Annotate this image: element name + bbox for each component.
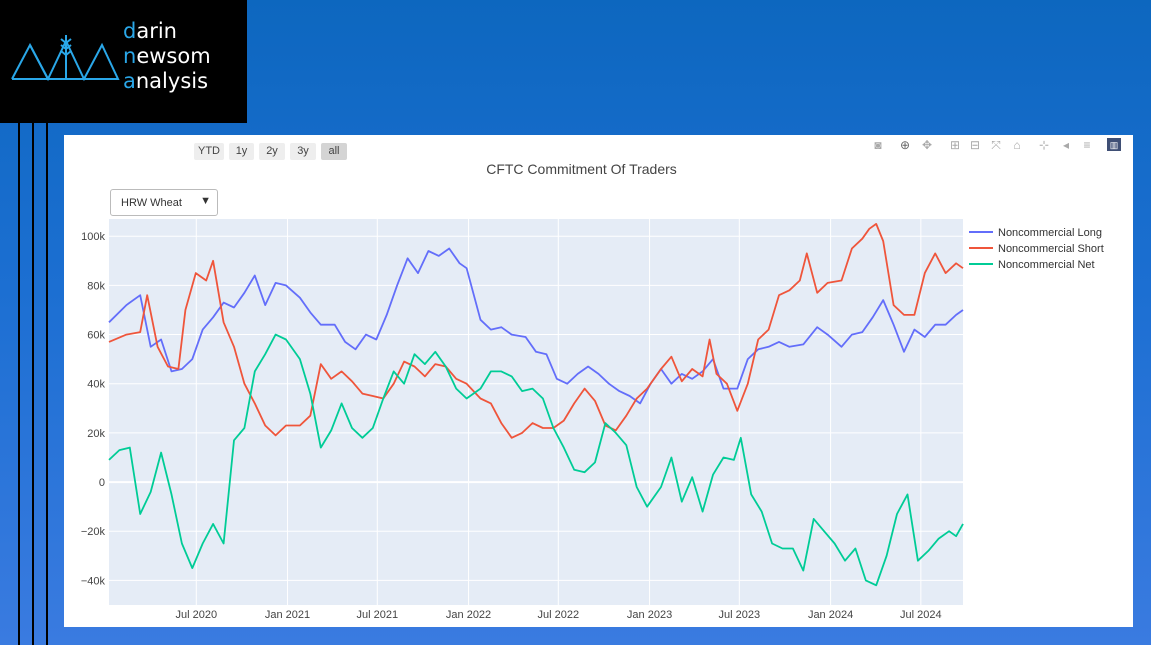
zoom-out-icon[interactable]: ⊟	[969, 138, 981, 152]
logo-text: darin newsom analysis	[123, 19, 211, 93]
range-button-all[interactable]: all	[321, 143, 347, 160]
logo: darin newsom analysis	[0, 0, 247, 123]
range-button-1y[interactable]: 1y	[229, 143, 254, 160]
zoom-in-icon[interactable]: ⊞	[949, 138, 961, 152]
series-line-long	[108, 247, 964, 405]
range-button-2y[interactable]: 2y	[259, 143, 285, 160]
camera-icon[interactable]: ◙	[874, 138, 882, 152]
mountain-wheat-logo-icon	[11, 35, 120, 82]
dropdown-value: HRW Wheat	[121, 197, 182, 209]
y-tick-label: 60k	[87, 330, 105, 342]
x-tick-label: Jul 2024	[900, 609, 942, 621]
x-tick-label: Jul 2023	[719, 609, 761, 621]
hover-closest-icon[interactable]: ◂	[1062, 138, 1070, 152]
y-tick-label: −20k	[81, 526, 106, 538]
pan-icon[interactable]: ✥	[921, 138, 933, 152]
decorative-line	[46, 123, 48, 645]
chevron-down-icon: ▼	[200, 195, 211, 207]
x-tick-label: Jul 2020	[175, 609, 217, 621]
commodity-dropdown[interactable]: HRW Wheat ▼	[110, 189, 218, 216]
y-tick-label: 40k	[87, 379, 105, 391]
legend-label-short: Noncommercial Short	[998, 243, 1104, 255]
home-icon[interactable]: ⌂	[1013, 138, 1021, 152]
range-button-ytd[interactable]: YTD	[194, 143, 224, 160]
y-tick-label: 80k	[87, 280, 105, 292]
x-tick-label: Jul 2021	[357, 609, 399, 621]
plot-area	[109, 219, 963, 605]
spike-lines-icon[interactable]: ⊹	[1038, 138, 1050, 152]
x-tick-label: Jan 2021	[265, 609, 310, 621]
y-tick-label: 20k	[87, 428, 105, 440]
chart-title: CFTC Commitment Of Traders	[486, 161, 677, 177]
plotly-logo-icon[interactable]: ▥	[1107, 138, 1121, 151]
series-line-net	[108, 333, 964, 587]
y-tick-label: 0	[99, 477, 105, 489]
legend-label-net: Noncommercial Net	[998, 259, 1095, 271]
x-tick-label: Jul 2022	[538, 609, 580, 621]
y-tick-label: −40k	[81, 575, 106, 587]
decorative-line	[32, 123, 34, 645]
zoom-icon[interactable]: ⊕	[899, 138, 911, 152]
x-tick-label: Jan 2022	[446, 609, 491, 621]
hover-compare-icon[interactable]: ≡	[1083, 138, 1091, 152]
decorative-line	[18, 123, 20, 645]
range-button-3y[interactable]: 3y	[290, 143, 316, 160]
autoscale-icon[interactable]: ⤧	[991, 138, 1001, 152]
chart-svg[interactable]: −40k −20k 0 20k 40k 60k 80k 100k Jul 2020 Jan 20…	[64, 135, 1133, 627]
chart-panel: YTD 1y 2y 3y all ◙ ⊕ ✥ ⊞ ⊟ ⤧ ⌂ ⊹ ◂ ≡ ▥ C…	[64, 135, 1133, 627]
legend-label-long: Noncommercial Long	[998, 227, 1102, 239]
x-tick-label: Jan 2023	[627, 609, 672, 621]
y-tick-label: 100k	[81, 231, 105, 243]
x-tick-label: Jan 2024	[808, 609, 853, 621]
series-line-short	[108, 223, 964, 439]
